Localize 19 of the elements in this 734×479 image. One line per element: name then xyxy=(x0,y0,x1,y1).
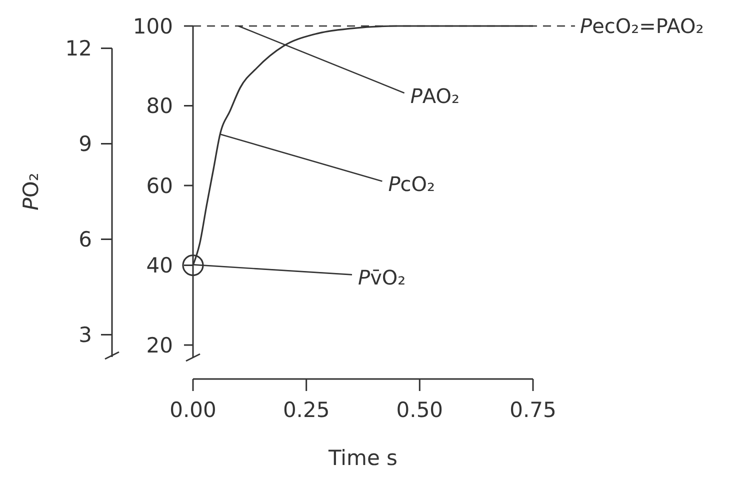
y-tick-label: 3 xyxy=(78,323,92,348)
annotation: PcO₂ xyxy=(388,172,436,196)
y2-tick-label: 40 xyxy=(146,254,173,278)
x-tick-label: 0.00 xyxy=(170,398,216,422)
y-tick-label: 12 xyxy=(65,36,92,61)
x-tick-label: 0.75 xyxy=(510,398,556,422)
y2-tick-label: 80 xyxy=(146,94,173,118)
x-tick-label: 0.25 xyxy=(282,398,330,422)
y-axis-title: PO₂ xyxy=(19,172,43,210)
x-axis-title: Time s xyxy=(327,446,398,470)
y-tick-label: 6 xyxy=(78,228,92,252)
annotation: Pv̄O₂ xyxy=(358,266,406,290)
y-tick-label: 9 xyxy=(78,132,92,156)
y2-tick-label: 100 xyxy=(132,14,173,38)
annotation: PAO₂ xyxy=(410,84,460,108)
y2-tick-label: 60 xyxy=(146,174,173,198)
ref-line-label: PecO₂=PAO₂ xyxy=(580,14,704,38)
x-tick-label: 0.50 xyxy=(396,398,444,422)
y2-tick-label: 20 xyxy=(146,333,173,358)
